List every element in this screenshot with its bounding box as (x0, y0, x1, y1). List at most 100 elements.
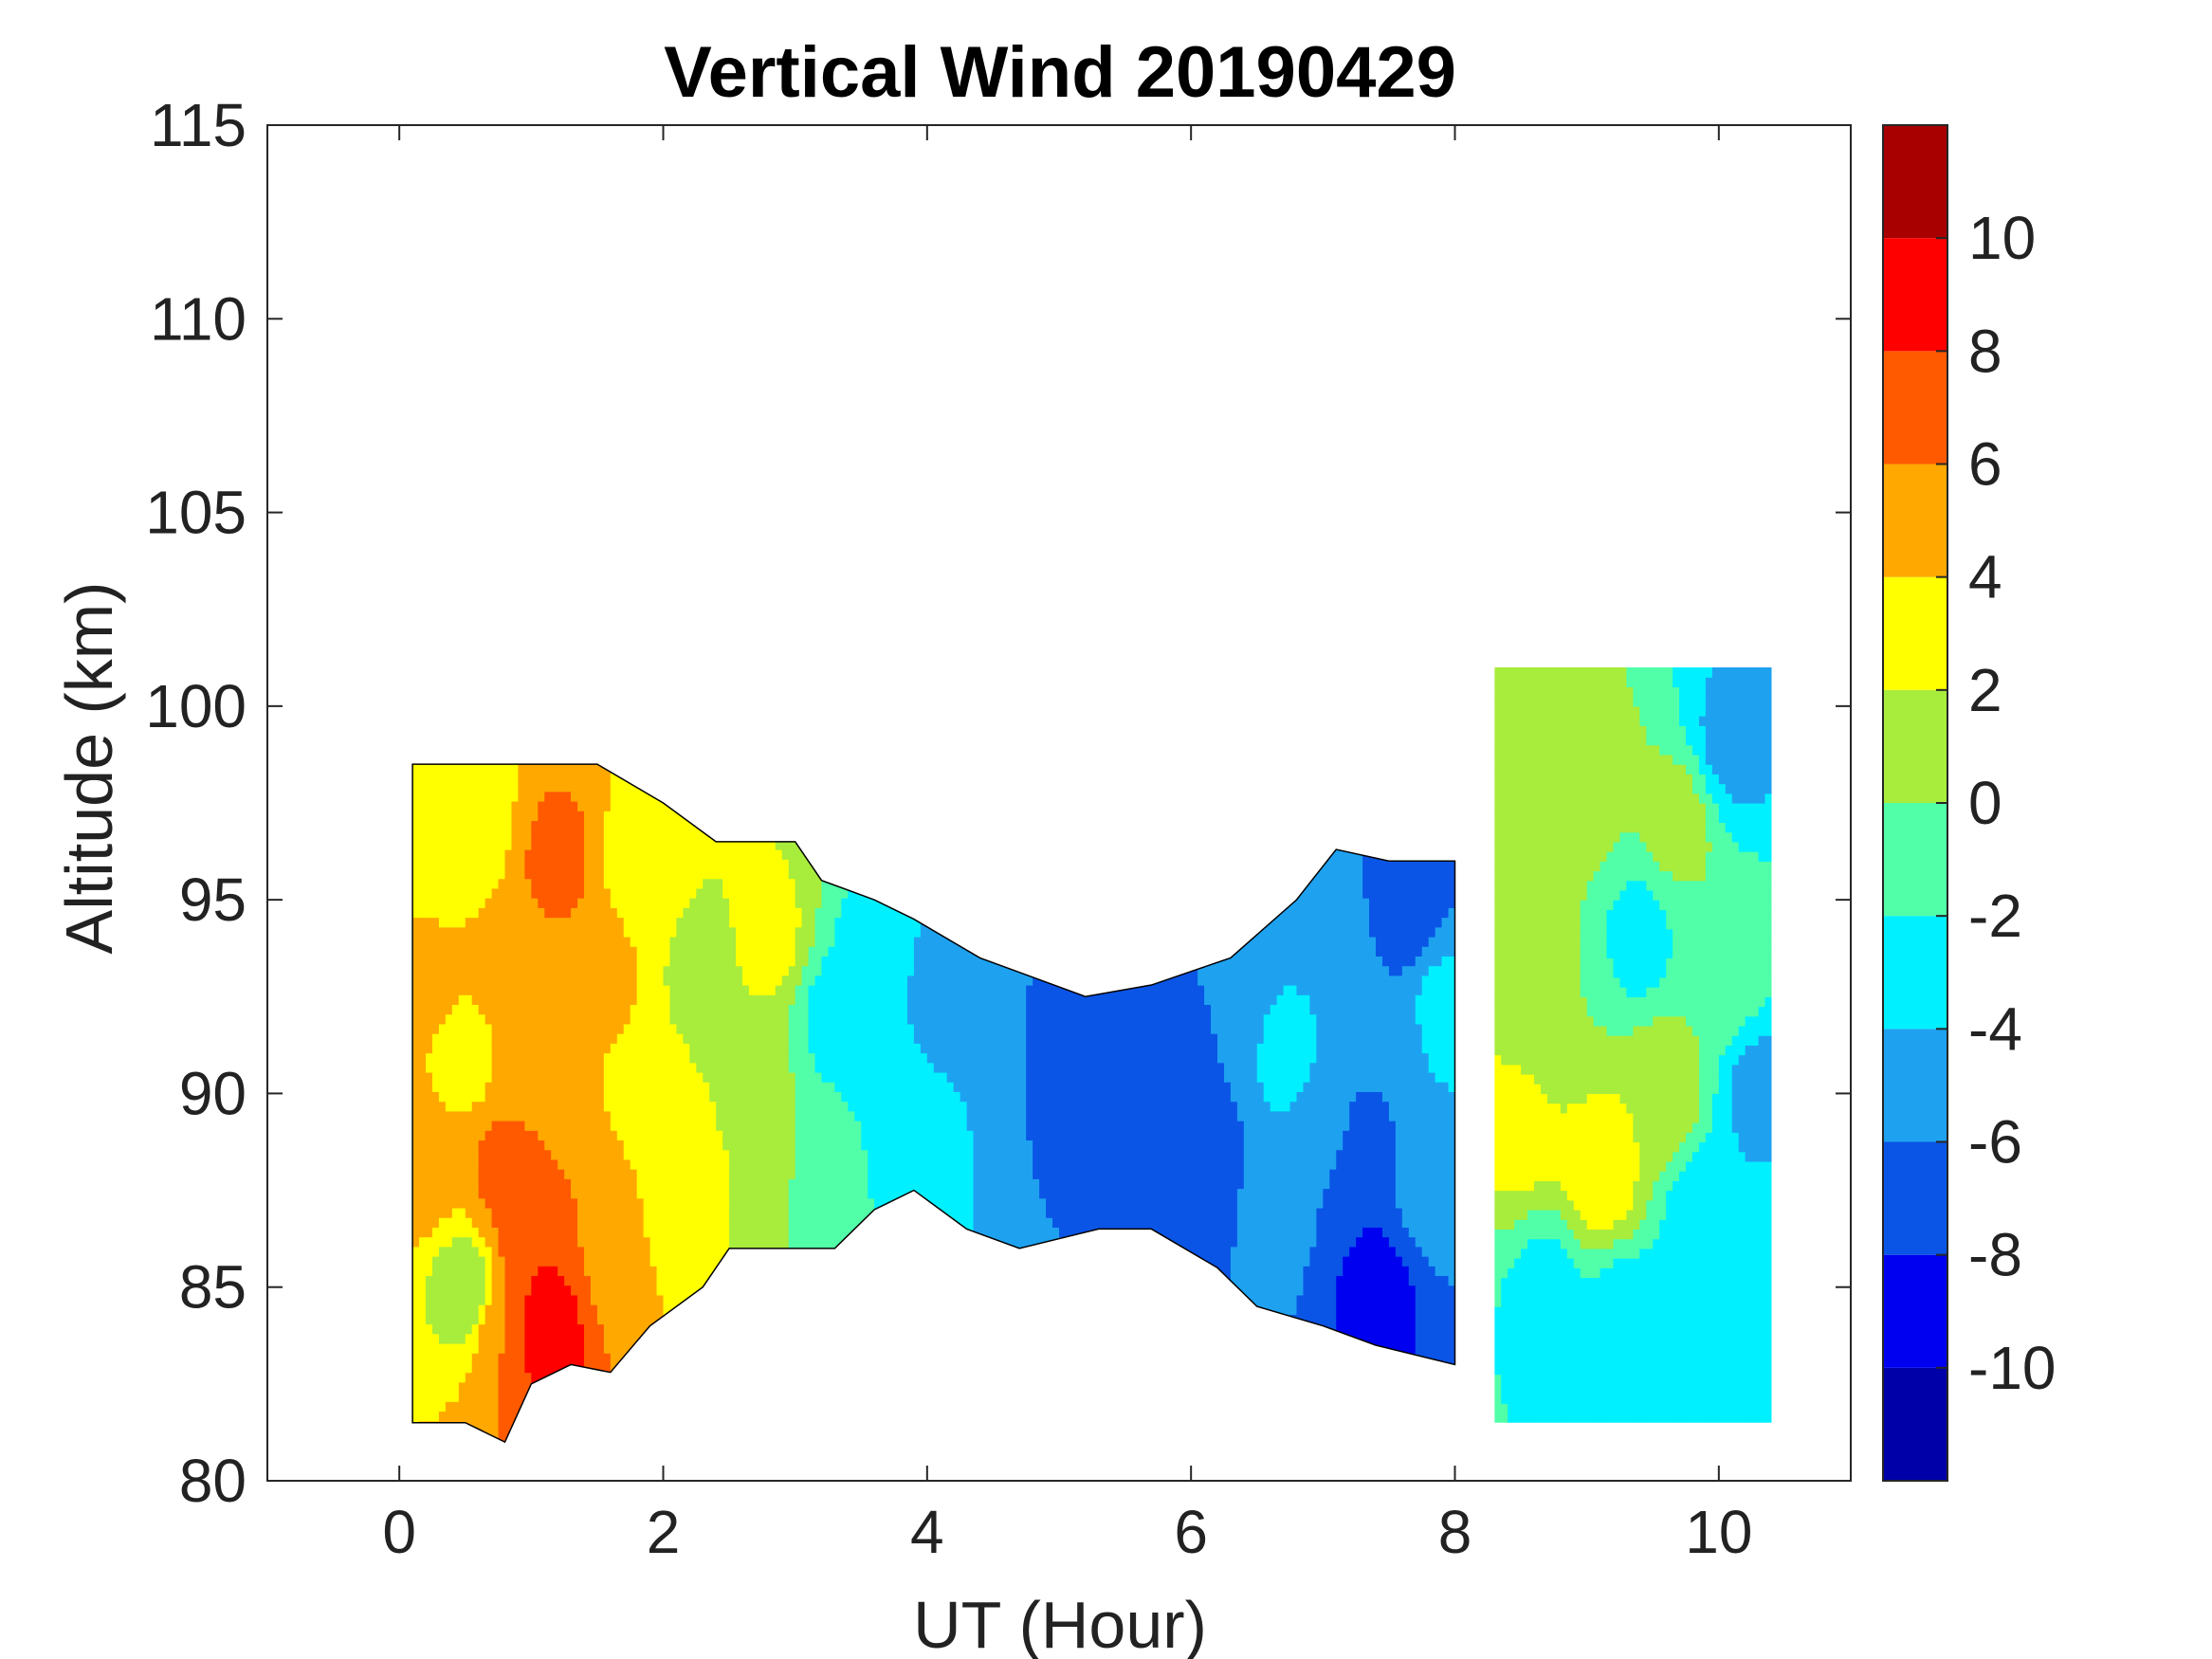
contour-cell (577, 764, 585, 773)
contour-cell (471, 946, 480, 957)
contour-cell (689, 956, 697, 967)
contour-cell (616, 898, 625, 908)
contour-cell (828, 936, 836, 947)
contour-cell (630, 1149, 638, 1160)
contour-cell (603, 1314, 612, 1325)
contour-cell (709, 1043, 717, 1054)
contour-cell (603, 811, 612, 821)
contour-cell (656, 1139, 665, 1151)
contour-cell (755, 946, 763, 957)
contour-cell (445, 1178, 453, 1190)
contour-cell (471, 1197, 480, 1209)
contour-cell (768, 1236, 777, 1248)
contour-cell (729, 859, 737, 870)
contour-cell (531, 907, 539, 919)
contour-cell (775, 985, 783, 995)
contour-cell (498, 859, 506, 870)
contour-cell (471, 1362, 480, 1374)
contour-cell (451, 1381, 460, 1393)
contour-cell (538, 781, 545, 793)
contour-cell (729, 849, 737, 860)
contour-cell (795, 1052, 803, 1064)
contour-cell (821, 1130, 830, 1141)
contour-cell (431, 956, 440, 967)
contour-cell (630, 811, 638, 821)
contour-cell (748, 1149, 757, 1160)
contour-cell (531, 1227, 539, 1238)
contour-cell (722, 1033, 730, 1044)
contour-cell (412, 1033, 420, 1044)
contour-cell (801, 1062, 810, 1073)
contour-cell (478, 1217, 486, 1228)
contour-cell (775, 887, 783, 899)
contour-cell (544, 1314, 552, 1325)
contour-cell (445, 1333, 453, 1344)
contour-cell (571, 1285, 578, 1296)
contour-cell (596, 926, 605, 938)
contour-cell (709, 956, 717, 967)
contour-cell (531, 1217, 539, 1228)
contour-cell (531, 1323, 539, 1335)
contour-cell (478, 994, 486, 1006)
contour-cell (426, 1091, 433, 1103)
contour-cell (584, 1004, 592, 1015)
contour-cell (630, 936, 638, 947)
contour-cell (571, 1294, 578, 1305)
contour-cell (491, 1266, 500, 1277)
contour-cell (596, 936, 605, 947)
contour-cell (722, 1091, 730, 1103)
contour-cell (478, 1197, 486, 1209)
contour-cell (841, 1033, 849, 1044)
contour-cell (768, 878, 777, 889)
contour-cell (584, 1256, 592, 1267)
contour-cell (656, 1294, 665, 1305)
contour-cell (478, 965, 486, 976)
contour-cell (814, 965, 823, 976)
contour-cell (596, 1101, 605, 1112)
contour-cell (478, 898, 486, 908)
contour-cell (478, 1188, 486, 1199)
contour-cell (590, 1062, 598, 1073)
contour-cell (596, 1294, 605, 1305)
contour-cell (729, 1082, 737, 1092)
contour-cell (828, 1004, 836, 1015)
contour-cell (656, 1266, 665, 1277)
contour-cell (451, 1121, 460, 1131)
contour-cell (426, 1062, 433, 1073)
contour-cell (558, 800, 565, 811)
contour-cell (518, 878, 525, 889)
contour-cell (524, 1013, 532, 1025)
contour-cell (590, 1023, 598, 1034)
contour-cell (848, 1149, 855, 1160)
contour-cell (821, 975, 830, 986)
contour-cell (426, 878, 433, 889)
contour-cell (484, 1304, 493, 1315)
contour-cell (531, 1071, 539, 1083)
contour-cell (821, 1110, 830, 1121)
contour-cell (761, 917, 770, 928)
contour-cell (703, 1071, 710, 1083)
contour-cell (848, 965, 855, 976)
contour-cell (603, 946, 612, 957)
contour-cell (643, 1169, 651, 1179)
contour-cell (564, 1323, 572, 1335)
contour-cell (748, 868, 757, 880)
contour-cell (808, 1091, 816, 1103)
contour-cell (709, 839, 717, 850)
contour-cell (558, 1062, 565, 1073)
contour-cell (544, 1236, 552, 1248)
contour-cell (848, 907, 855, 919)
contour-cell (491, 1275, 500, 1286)
contour-cell (795, 1013, 803, 1025)
contour-cell (795, 1110, 803, 1121)
contour-cell (689, 1217, 697, 1228)
contour-cell (531, 811, 539, 821)
contour-cell (795, 1091, 803, 1103)
contour-cell (465, 1353, 473, 1363)
contour-cell (801, 1188, 810, 1199)
contour-cell (438, 1381, 447, 1393)
contour-cell (828, 1178, 836, 1190)
contour-cell (484, 1101, 493, 1112)
contour-cell (663, 1139, 671, 1151)
